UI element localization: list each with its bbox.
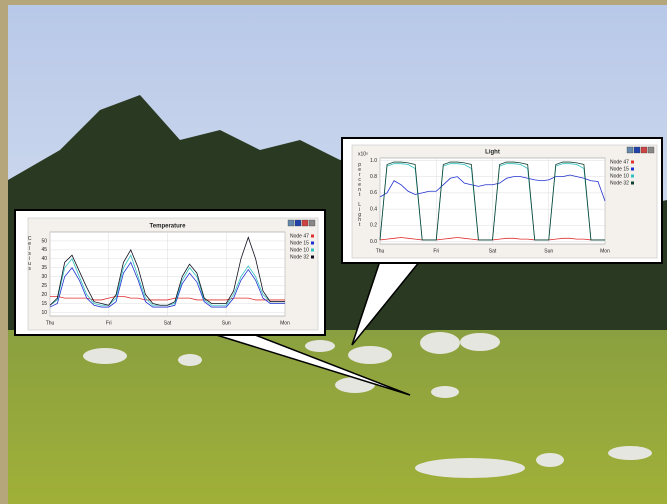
x-tick-label: Fri bbox=[433, 248, 439, 254]
legend-label: Node 47 bbox=[290, 233, 309, 239]
rocks bbox=[83, 332, 652, 478]
y-tick-label: 40 bbox=[41, 256, 47, 262]
y-tick-label: 0.0 bbox=[370, 239, 377, 245]
toolbar-button bbox=[294, 219, 302, 227]
legend-swatch bbox=[631, 167, 634, 171]
x-tick-label: Thu bbox=[46, 320, 55, 326]
legend-label: Node 32 bbox=[290, 254, 309, 260]
data-line bbox=[49, 236, 285, 306]
toolbar-button bbox=[626, 146, 634, 154]
y-tick-label: 45 bbox=[41, 247, 47, 253]
x-tick-label: Sat bbox=[489, 248, 497, 254]
y-tick-label: 0.8 bbox=[370, 174, 377, 180]
legend-label: Node 10 bbox=[610, 173, 629, 179]
toolbar-button bbox=[287, 219, 295, 227]
x-tick-label: Thu bbox=[376, 248, 385, 254]
axis-multiplier: x10⁵ bbox=[358, 151, 368, 157]
toolbar-button bbox=[301, 219, 309, 227]
y-tick-label: 1.0 bbox=[370, 158, 377, 164]
x-tick-label: Mon bbox=[280, 320, 290, 326]
legend-swatch bbox=[311, 241, 314, 245]
legend-label: Node 47 bbox=[610, 159, 629, 165]
data-line bbox=[50, 295, 285, 301]
x-tick-label: Sun bbox=[544, 248, 553, 254]
legend-label: Node 15 bbox=[610, 166, 629, 172]
legend-label: Node 32 bbox=[610, 180, 629, 186]
toolbar-button bbox=[640, 146, 648, 154]
chart-title: Light bbox=[485, 150, 500, 156]
y-axis-label: Celsius bbox=[27, 236, 33, 271]
legend-swatch bbox=[311, 234, 314, 238]
legend-swatch bbox=[631, 160, 634, 164]
y-axis-label: percent Light bbox=[357, 162, 363, 227]
legend-swatch bbox=[631, 174, 634, 178]
x-tick-label: Mon bbox=[600, 248, 610, 254]
y-tick-label: 15 bbox=[41, 301, 47, 307]
y-tick-label: 0.4 bbox=[370, 206, 377, 212]
toolbar-button bbox=[647, 146, 655, 154]
y-tick-label: 30 bbox=[41, 274, 47, 280]
legend-label: Node 10 bbox=[290, 247, 309, 253]
y-tick-label: 0.2 bbox=[370, 223, 377, 229]
x-tick-label: Sun bbox=[222, 320, 231, 326]
x-tick-label: Fri bbox=[106, 320, 112, 326]
data-line bbox=[49, 261, 285, 308]
y-tick-label: 35 bbox=[41, 265, 47, 271]
x-tick-label: Sat bbox=[164, 320, 172, 326]
chart-title: Temperature bbox=[150, 224, 187, 230]
y-tick-label: 0.6 bbox=[370, 190, 377, 196]
y-tick-label: 10 bbox=[41, 310, 47, 316]
legend-swatch bbox=[311, 255, 314, 259]
y-tick-label: 25 bbox=[41, 283, 47, 289]
toolbar-button bbox=[308, 219, 316, 227]
y-tick-label: 20 bbox=[41, 292, 47, 298]
legend-swatch bbox=[311, 248, 314, 252]
legend-label: Node 15 bbox=[290, 240, 309, 246]
legend-swatch bbox=[631, 181, 634, 185]
toolbar-button bbox=[633, 146, 641, 154]
data-line bbox=[379, 161, 605, 241]
y-tick-label: 50 bbox=[41, 238, 47, 244]
